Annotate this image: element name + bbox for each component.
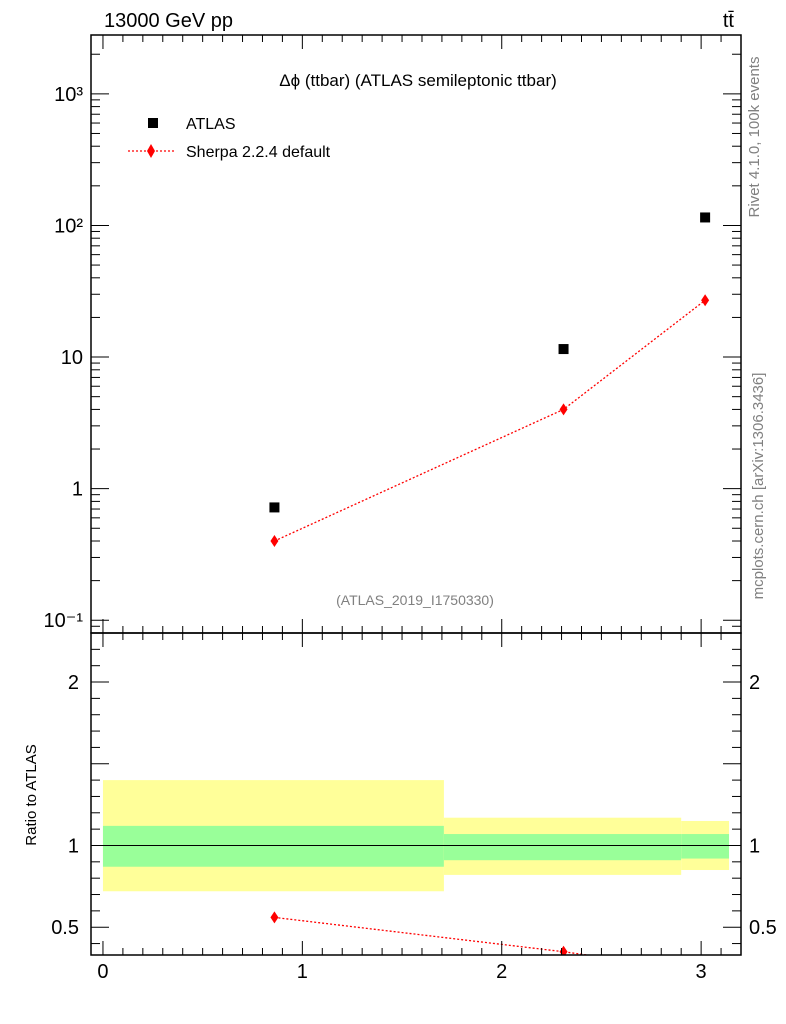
ratio-ytick-label-left: 2 bbox=[68, 672, 79, 694]
legend-atlas-marker bbox=[148, 118, 158, 128]
main-ytick-label: 10 bbox=[61, 347, 83, 369]
ratio-xtick-label: 1 bbox=[297, 961, 308, 983]
main-panel: 10⁻¹ 1 10 10² 10³ Δϕ (ttbar) (ATLAS semilept… bbox=[44, 34, 742, 634]
ratio-sherpa-point bbox=[270, 911, 279, 924]
ratio-sherpa-point bbox=[559, 945, 568, 955]
main-ytick-label: 10⁻¹ bbox=[44, 610, 84, 632]
ratio-ylabel: Ratio to ATLAS bbox=[23, 744, 40, 845]
source-label: mcplots.cern.ch [arXiv:1306.3436] bbox=[750, 373, 767, 600]
rivet-label: Rivet 4.1.0, 100k events bbox=[746, 57, 763, 218]
sherpa-point bbox=[701, 294, 710, 307]
legend-sherpa-label: Sherpa 2.2.4 default bbox=[186, 144, 331, 161]
main-title: Δϕ (ttbar) (ATLAS semileptonic ttbar) bbox=[279, 71, 557, 90]
ratio-xtick-label: 3 bbox=[696, 961, 707, 983]
uncertainty-band-inner bbox=[102, 825, 444, 867]
legend-atlas-label: ATLAS bbox=[186, 116, 236, 133]
main-ytick-label: 10³ bbox=[54, 84, 83, 106]
process-label: tt̄ bbox=[723, 10, 735, 32]
legend-sherpa-marker bbox=[147, 144, 155, 158]
ratio-ytick-label-left: 0.5 bbox=[51, 917, 79, 939]
ratio-ytick-label-right: 1 bbox=[749, 835, 760, 857]
ratio-sherpa-line bbox=[274, 916, 592, 955]
main-ytick-label: 1 bbox=[72, 479, 83, 501]
energy-label: 13000 GeV pp bbox=[104, 10, 233, 32]
atlas-point bbox=[269, 502, 280, 513]
ratio-ytick-label-right: 2 bbox=[749, 672, 760, 694]
analysis-watermark: (ATLAS_2019_I1750330) bbox=[336, 592, 494, 608]
ratio-frame bbox=[90, 632, 742, 956]
ratio-panel: 0.5 0.5 1 1 2 2 0 1 2 3 Ratio to ATLAS bbox=[23, 632, 777, 983]
uncertainty-band-inner bbox=[443, 834, 682, 861]
uncertainty-band-inner bbox=[681, 834, 730, 859]
ratio-ytick-label-right: 0.5 bbox=[749, 917, 777, 939]
ratio-xtick-label: 0 bbox=[97, 961, 108, 983]
ratio-xtick-label: 2 bbox=[496, 961, 507, 983]
sherpa-point bbox=[559, 403, 568, 416]
sherpa-line bbox=[274, 299, 706, 542]
atlas-point bbox=[700, 212, 711, 223]
main-ytick-label: 10² bbox=[54, 215, 83, 237]
atlas-point bbox=[558, 344, 569, 355]
legend: ATLAS Sherpa 2.2.4 default bbox=[128, 116, 331, 161]
ratio-ytick-label-left: 1 bbox=[68, 835, 79, 857]
sherpa-point bbox=[270, 535, 279, 548]
